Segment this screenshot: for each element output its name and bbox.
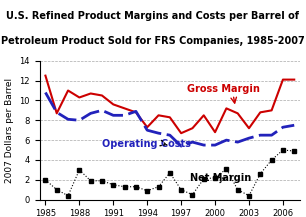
Y-axis label: 2007 Dollars per Barrel: 2007 Dollars per Barrel [5, 78, 14, 183]
Text: Net Margin: Net Margin [190, 173, 252, 183]
Text: Petroleum Product Sold for FRS Companies, 1985-2007: Petroleum Product Sold for FRS Companies… [1, 36, 305, 46]
Text: U.S. Refined Product Margins and Costs per Barrel of: U.S. Refined Product Margins and Costs p… [6, 11, 300, 21]
Text: Gross Margin: Gross Margin [187, 84, 260, 94]
Text: Operating Costs: Operating Costs [102, 139, 191, 149]
